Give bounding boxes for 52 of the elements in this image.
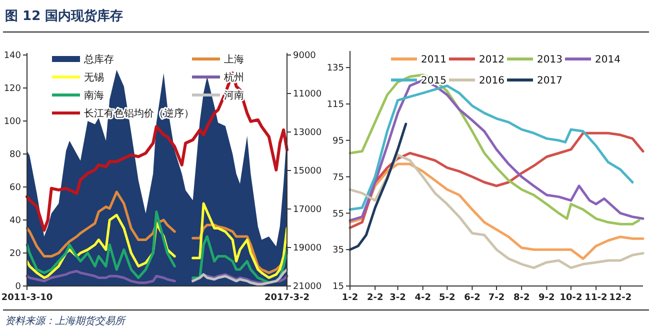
y-tick-label: 140 <box>4 51 22 62</box>
y2-tick-label: 11000 <box>293 90 322 100</box>
legend-label: 2012 <box>479 54 504 66</box>
x-tick-label: 5-2 <box>438 293 456 303</box>
x-tick-label: 8-2 <box>513 293 530 303</box>
y-tick-label: 40 <box>10 216 22 226</box>
y2-tick-label: 13000 <box>293 128 322 138</box>
x-tick-label: 2-2 <box>366 293 384 303</box>
y-tick-label: 100 <box>4 117 22 128</box>
y-tick-label: 15 <box>332 282 344 292</box>
y2-tick-label: 9000 <box>293 51 316 62</box>
x-tick-label: 11-2 <box>584 293 608 303</box>
x-tick-label: 3-2 <box>390 293 406 303</box>
y-tick-label: 60 <box>10 183 22 194</box>
y2-tick-label: 17000 <box>293 205 322 216</box>
x-tick-label: 4-2 <box>414 293 431 303</box>
y-tick-label: 75 <box>332 172 344 183</box>
x-tick-label: 12-2 <box>609 293 632 303</box>
line-series <box>192 268 288 286</box>
y-tick-label: 95 <box>332 136 344 147</box>
x-tick-label: 7-2 <box>488 293 505 303</box>
text: 资料来源：上海期货交易所 <box>5 315 127 327</box>
y-tick-label: 115 <box>326 100 344 110</box>
y-tick-label: 35 <box>332 246 344 256</box>
legend-label: 总库存 <box>83 54 114 66</box>
x-tick-label: 10-2 <box>560 293 582 303</box>
y2-tick-label: 21000 <box>293 282 322 292</box>
chart-title: 图 12 国内现货库存 <box>5 8 124 24</box>
y-tick-label: 0 <box>15 282 22 292</box>
legend-label: 2016 <box>479 76 504 86</box>
x-tick-label: 9-2 <box>538 293 555 303</box>
legend-label: 2014 <box>595 54 620 66</box>
x-tick-label: 1-2 <box>342 293 358 303</box>
x-tick-label: 6-2 <box>464 293 480 303</box>
line-series <box>348 122 408 251</box>
y-tick-label: 80 <box>10 150 22 160</box>
y2-tick-label: 15000 <box>293 166 322 177</box>
y-tick-label: 135 <box>326 64 344 74</box>
legend-label: 上海 <box>224 54 244 66</box>
line-series <box>348 154 644 270</box>
legend-label: 无锡 <box>84 72 104 84</box>
y-tick-label: 55 <box>332 209 344 220</box>
legend-label: 2017 <box>537 76 562 86</box>
legend-label: 2013 <box>537 54 562 66</box>
y-tick-label: 20 <box>10 249 22 260</box>
line-series <box>26 72 288 232</box>
x-tick-label: 2017-3-2 <box>264 293 310 303</box>
y-tick-label: 120 <box>4 84 22 94</box>
x-tick-label: 2011-3-10 <box>1 293 53 303</box>
y2-tick-label: 19000 <box>293 244 322 254</box>
legend-label: 南海 <box>84 90 104 102</box>
legend-label: 2011 <box>421 54 446 66</box>
